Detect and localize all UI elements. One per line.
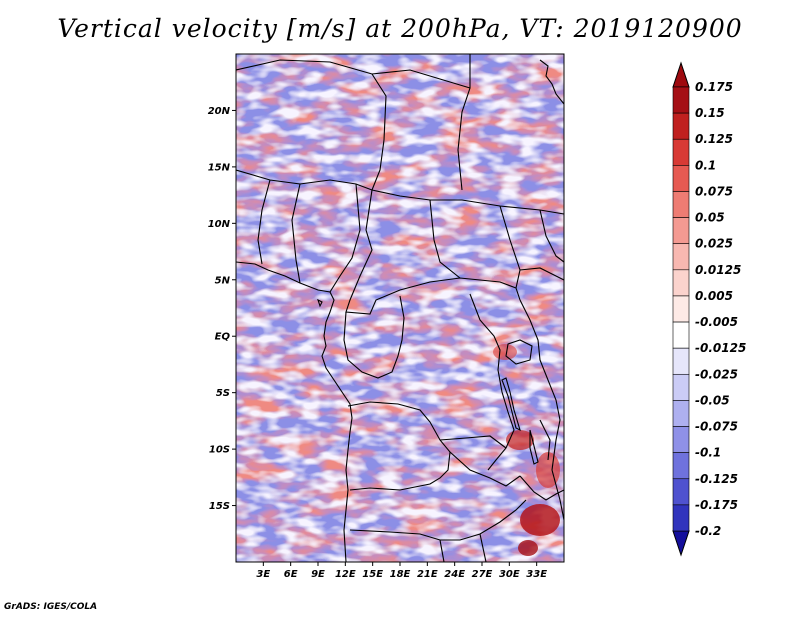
colorbar-label: -0.05 <box>695 393 730 407</box>
colorbar-label: 0.075 <box>695 184 733 198</box>
x-tick-label: 12E <box>335 569 356 580</box>
y-tick-label: EQ <box>215 332 231 343</box>
border-cameroon-car <box>345 189 521 315</box>
border-nigeria <box>257 179 361 293</box>
border-zambia <box>439 435 521 487</box>
y-tick-label: 20N <box>208 106 231 117</box>
x-tick-label: 9E <box>311 569 325 580</box>
colorbar-label: -0.125 <box>695 472 738 486</box>
colorbar-label: 0.0125 <box>695 263 741 277</box>
colorbar-swatch <box>672 165 690 192</box>
x-tick-label: 30E <box>499 569 520 580</box>
colorbar-swatch <box>672 478 690 506</box>
colorbar-swatch <box>672 452 690 480</box>
colorbar-swatch <box>672 321 690 349</box>
colorbar-label: -0.075 <box>695 420 738 434</box>
colorbar-swatch <box>672 191 690 218</box>
border-algeria-mali <box>236 59 471 89</box>
gulf-of-guinea-islands <box>317 298 323 308</box>
y-tick-label: 5S <box>216 388 230 399</box>
colorbar-label: -0.0125 <box>695 341 746 355</box>
y-tick-label: 15N <box>208 162 231 173</box>
border-sahel <box>236 169 564 215</box>
colorbar-swatch <box>672 400 690 427</box>
x-tick-label: 3E <box>256 569 270 580</box>
colorbar-label: 0.175 <box>695 80 733 94</box>
y-tick-label: 10N <box>208 219 231 230</box>
y-tick-label: 5N <box>215 275 231 286</box>
border-sudan <box>429 199 521 289</box>
border-drc-east <box>469 293 515 471</box>
colorbar-label: 0.1 <box>695 158 716 172</box>
colorbar-top-arrow <box>672 61 690 88</box>
x-tick-label: 21E <box>417 569 438 580</box>
axis-ticks: 3E 6E 9E 12E 15E 18E 21E 24E 27E 30E 33E 20N 15N 10N 5… <box>208 106 548 580</box>
border-congo-drc <box>343 295 405 379</box>
credit-text: GrADS: IGES/COLA <box>4 602 98 612</box>
colorbar-swatch <box>672 426 690 453</box>
colorbar-label: 0.025 <box>695 237 733 251</box>
border-niger-chad <box>371 73 387 191</box>
y-tick-label: 15S <box>209 501 230 512</box>
border-east-africa <box>519 299 564 521</box>
colorbar-swatch <box>672 138 690 166</box>
colorbar-swatch <box>672 243 690 271</box>
y-tick-label: 10S <box>209 445 230 456</box>
colorbar-swatch <box>672 269 690 297</box>
x-tick-label: 18E <box>390 569 411 580</box>
colorbar-label: 0.15 <box>695 106 725 120</box>
colorbar-label: 0.005 <box>695 289 733 303</box>
colorbar-swatch <box>672 373 690 401</box>
colorbar-label: 0.125 <box>695 132 733 146</box>
x-tick-label: 6E <box>284 569 298 580</box>
red-sea-coast <box>539 59 564 105</box>
colorbar-bottom-arrow <box>672 530 690 557</box>
x-tick-label: 24E <box>444 569 465 580</box>
strong-updraft-patches <box>493 344 560 556</box>
colorbar-swatch <box>672 112 690 140</box>
vertical-velocity-field <box>236 54 564 562</box>
colorbar-label: -0.005 <box>695 315 738 329</box>
border-namibia-botswana <box>349 499 527 562</box>
x-tick-label: 27E <box>472 569 493 580</box>
lake-victoria <box>505 339 533 365</box>
x-tick-label: 15E <box>362 569 383 580</box>
colorbar-swatch <box>672 295 690 323</box>
border-ethiopia <box>519 209 564 281</box>
colorbar-swatch <box>672 86 690 114</box>
colorbar-label: -0.2 <box>695 524 721 538</box>
lake-tanganyika <box>501 377 521 432</box>
border-libya-egypt <box>457 54 471 191</box>
colorbar-label: -0.1 <box>695 446 721 460</box>
colorbar-swatch <box>672 217 690 245</box>
colorbar-label: -0.175 <box>695 498 738 512</box>
country-borders <box>236 54 564 562</box>
lake-malawi <box>529 429 539 465</box>
colorbar-label: 0.05 <box>695 211 725 225</box>
colorbar-label: -0.025 <box>695 367 738 381</box>
colorbar: 0.175 0.15 0.125 0.1 0.075 0.05 0.025 0.0125 0.0… <box>672 61 746 557</box>
colorbar-swatch <box>672 504 690 532</box>
x-tick-label: 33E <box>526 569 547 580</box>
chart-title: Vertical velocity [m/s] at 200hPa, VT: 2… <box>57 14 743 43</box>
colorbar-swatch <box>672 347 690 375</box>
border-mozambique <box>519 419 564 501</box>
